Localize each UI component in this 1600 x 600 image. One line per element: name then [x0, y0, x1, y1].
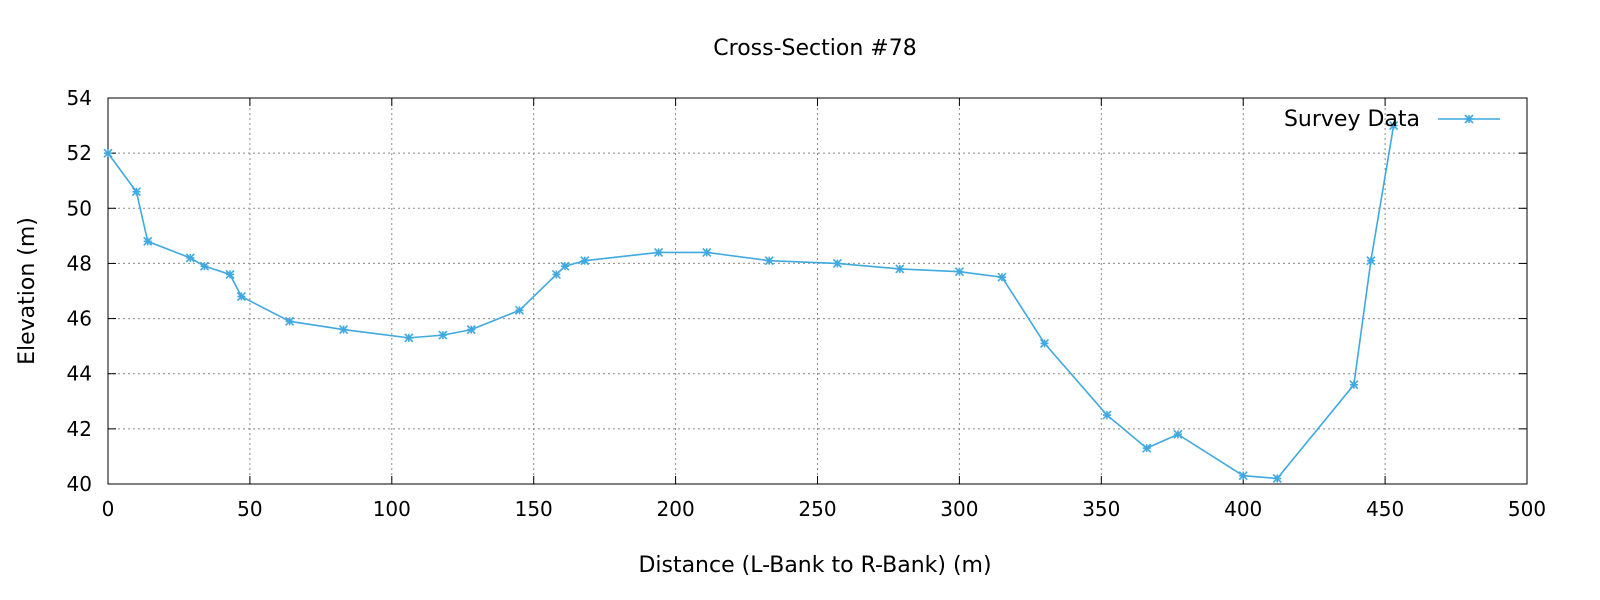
x-tick-label: 300 — [940, 497, 978, 521]
grid — [108, 98, 1527, 484]
data-point — [551, 269, 561, 280]
data-point — [466, 325, 476, 335]
y-tick-label: 42 — [67, 417, 92, 441]
x-tick-label: 0 — [102, 497, 115, 521]
x-tick-label: 450 — [1366, 497, 1404, 521]
axis-ticks: 0 50 100 150 200 250 300 350 400 450 500 40 42 44 46 48… — [67, 86, 1547, 521]
x-tick-label: 200 — [657, 497, 695, 521]
y-tick-label: 48 — [67, 251, 92, 275]
chart-title: Cross-Section #78 — [713, 36, 916, 61]
data-point — [404, 333, 414, 343]
x-tick-label: 400 — [1224, 497, 1262, 521]
data-point — [764, 256, 774, 266]
series-survey-data — [103, 121, 1399, 484]
data-point — [1349, 380, 1359, 390]
data-point — [560, 261, 570, 271]
x-tick-label: 50 — [237, 497, 262, 521]
data-point — [832, 258, 842, 268]
legend-marker — [1464, 114, 1474, 124]
data-point — [654, 247, 664, 257]
data-point — [1102, 410, 1112, 420]
legend-marker-star — [1464, 114, 1474, 124]
data-point — [514, 305, 525, 315]
data-point — [1238, 471, 1248, 481]
y-axis-label: Elevation (m) — [15, 217, 40, 365]
x-tick-label: 100 — [373, 497, 411, 521]
y-tick-label: 40 — [67, 472, 92, 496]
plot-frame — [107, 97, 1528, 485]
data-point — [1366, 256, 1376, 266]
y-tick-label: 50 — [67, 196, 92, 220]
data-point — [438, 330, 448, 340]
data-point — [702, 247, 712, 257]
data-point — [236, 291, 246, 302]
data-point — [1039, 338, 1050, 348]
data-point — [225, 269, 235, 280]
y-tick-label: 54 — [67, 86, 92, 110]
legend-label: Survey Data — [1284, 107, 1420, 132]
data-point — [580, 256, 590, 266]
data-point — [954, 267, 964, 277]
data-point — [185, 253, 195, 263]
x-axis-label: Distance (L-Bank to R-Bank) (m) — [638, 553, 991, 578]
data-point — [199, 261, 210, 271]
y-tick-label: 44 — [67, 362, 92, 386]
data-point — [143, 236, 153, 246]
data-point — [103, 148, 113, 158]
data-point — [997, 272, 1007, 282]
x-tick-label: 500 — [1508, 497, 1546, 521]
data-point — [1389, 121, 1399, 131]
data-point — [1272, 473, 1282, 484]
series-line — [107, 125, 1395, 480]
y-tick-label: 46 — [67, 307, 92, 331]
data-point — [131, 187, 141, 197]
legend: Survey Data — [1284, 107, 1500, 132]
x-tick-label: 350 — [1082, 497, 1120, 521]
data-point — [1173, 429, 1183, 439]
data-point — [285, 316, 295, 326]
x-tick-label: 250 — [798, 497, 836, 521]
data-point — [895, 264, 905, 274]
x-tick-label: 150 — [515, 497, 553, 521]
y-tick-label: 52 — [67, 141, 92, 165]
data-point — [338, 325, 349, 335]
data-point — [1142, 443, 1152, 453]
